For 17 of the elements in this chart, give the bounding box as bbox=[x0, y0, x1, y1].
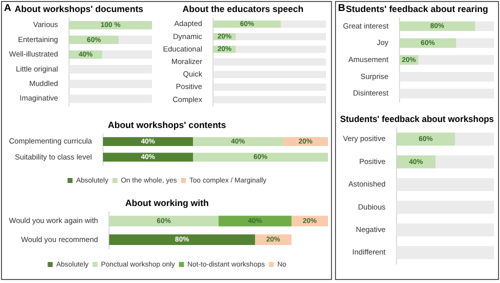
bar bbox=[456, 38, 494, 48]
bar bbox=[399, 72, 494, 82]
chart-title: Students' feedback about rearing bbox=[346, 4, 488, 14]
text: A bbox=[4, 3, 12, 14]
bar bbox=[418, 55, 494, 65]
chart-title: About workshops' contents bbox=[108, 120, 226, 130]
bar bbox=[109, 234, 256, 245]
chart-title: About working with bbox=[125, 198, 209, 208]
chart-title: About the educators speech bbox=[182, 4, 304, 14]
bar bbox=[399, 21, 476, 32]
bar bbox=[475, 21, 494, 32]
bar bbox=[218, 216, 292, 226]
bar bbox=[399, 88, 494, 98]
text: B bbox=[338, 3, 346, 14]
chart-title: About workshops' documents bbox=[14, 4, 144, 14]
chart-title: Students' feedback about workshops bbox=[340, 114, 494, 124]
bar bbox=[109, 216, 219, 226]
